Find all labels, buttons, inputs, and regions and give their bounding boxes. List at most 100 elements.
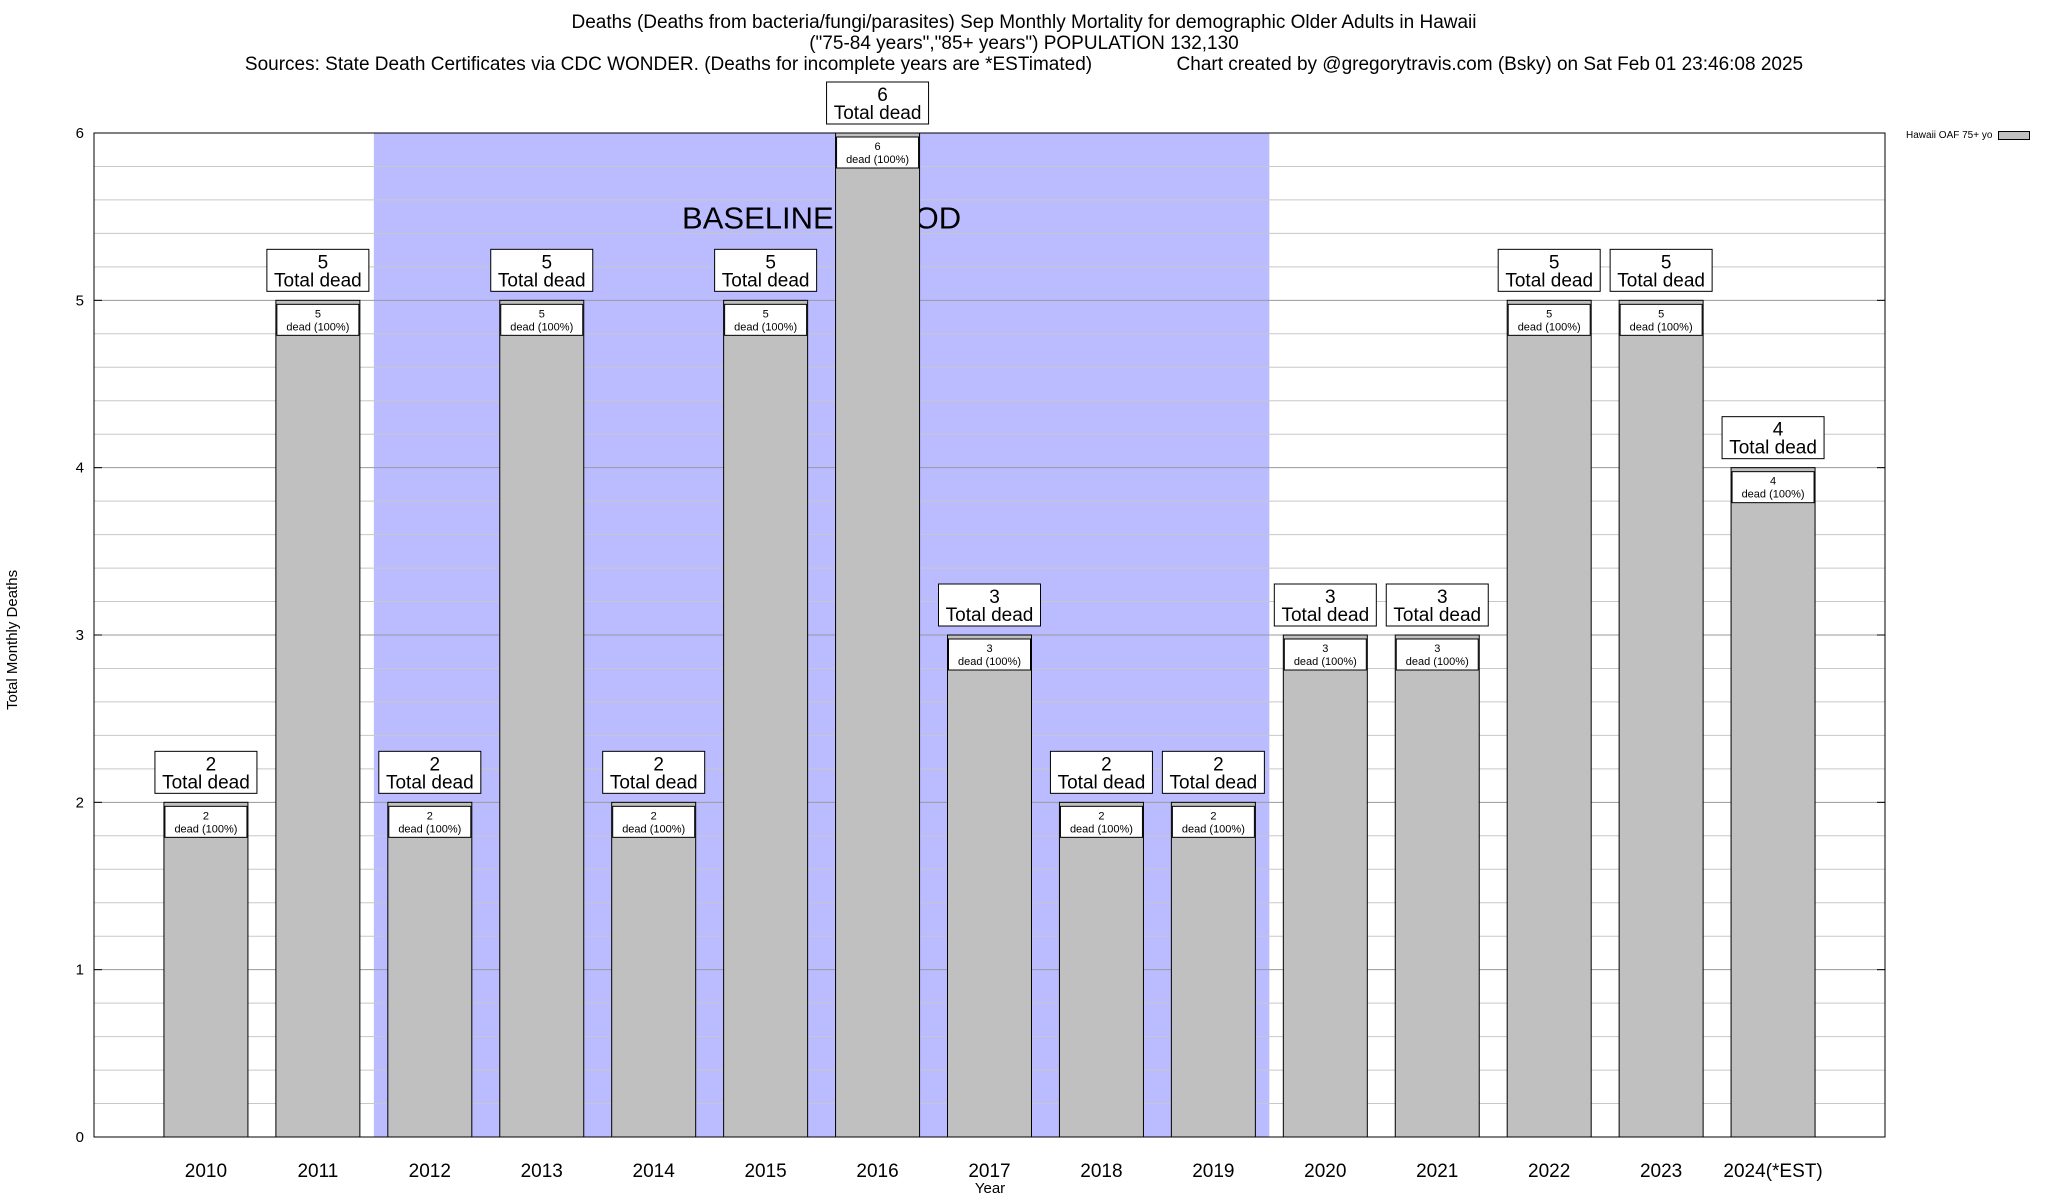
bar-total-value: 2 — [653, 754, 664, 775]
bar-inner-label: dead (100%) — [1406, 656, 1469, 668]
bar-total-label-box — [602, 750, 706, 794]
bar-total-label: Total dead — [498, 270, 586, 291]
bar-total-label-box — [1609, 248, 1713, 292]
x-tick-label: 2013 — [521, 1161, 563, 1182]
bar-total-label: Total dead — [1505, 270, 1593, 291]
bar-total-label-box — [1273, 583, 1377, 627]
bar-inner-value: 3 — [1434, 643, 1440, 655]
bar-inner-label-box — [724, 303, 808, 336]
bar — [1618, 299, 1704, 1138]
bar-total-value: 3 — [1437, 587, 1448, 608]
x-tick-label: 2022 — [1528, 1161, 1570, 1182]
bar-inner-value: 3 — [986, 643, 992, 655]
chart-title: Deaths (Deaths from bacteria/fungi/paras… — [571, 12, 1477, 33]
bar-inner-value: 5 — [315, 308, 321, 320]
x-tick-label: 2016 — [856, 1161, 898, 1182]
bar-total-value: 5 — [1549, 252, 1560, 273]
bar-inner-label: dead (100%) — [398, 823, 461, 835]
bar-inner-label: dead (100%) — [958, 656, 1021, 668]
bar-inner-label-box — [1283, 638, 1367, 671]
bar-total-label-box — [1497, 248, 1601, 292]
x-tick-label: 2024(*EST) — [1723, 1161, 1822, 1182]
bar-total-label: Total dead — [162, 772, 250, 793]
legend: Hawaii OAF 75+ yo — [1906, 130, 2031, 141]
y-tick-label: 4 — [76, 460, 84, 477]
y-tick-label: 5 — [76, 292, 84, 309]
bar-inner-value: 5 — [1658, 308, 1664, 320]
bar — [163, 801, 249, 1138]
bar-total-value: 2 — [430, 754, 441, 775]
bar-total-value: 5 — [1661, 252, 1672, 273]
bar-inner-label: dead (100%) — [1630, 321, 1693, 333]
bar-inner-value: 2 — [203, 810, 209, 822]
bar-inner-label: dead (100%) — [1742, 489, 1805, 501]
bar-inner-label: dead (100%) — [734, 321, 797, 333]
chart-subtitle: ("75-84 years","85+ years") POPULATION 1… — [809, 33, 1239, 54]
bar — [1394, 634, 1480, 1138]
bar-inner-label-box — [948, 638, 1031, 671]
bar-total-value: 2 — [1101, 754, 1112, 775]
bar-total-label: Total dead — [946, 605, 1034, 626]
bar-total-value: 2 — [1213, 754, 1224, 775]
y-tick-label: 3 — [76, 627, 84, 644]
bar-total-label-box — [266, 248, 370, 292]
y-tick-label: 2 — [76, 794, 84, 811]
bar — [1730, 467, 1816, 1138]
bar-total-label-box — [714, 248, 818, 292]
x-tick-label: 2017 — [968, 1161, 1010, 1182]
bar-inner-label: dead (100%) — [510, 321, 573, 333]
chart-source-line: Sources: State Death Certificates via CD… — [244, 54, 1804, 75]
bar-total-label-box — [1721, 416, 1825, 460]
bar-inner-label-box — [1059, 805, 1143, 838]
bar — [1506, 299, 1592, 1138]
y-tick-label: 0 — [76, 1129, 84, 1146]
bar-inner-label-box — [1171, 805, 1255, 838]
bar-inner-label-box — [1619, 303, 1703, 336]
bar — [1282, 634, 1368, 1138]
bar — [275, 299, 361, 1138]
bar-inner-label-box — [388, 805, 472, 838]
bar-inner-label: dead (100%) — [1182, 823, 1245, 835]
bar-total-label: Total dead — [1617, 270, 1705, 291]
bar — [835, 132, 921, 1138]
bar-inner-label: dead (100%) — [174, 823, 237, 835]
bar-inner-label: dead (100%) — [846, 154, 909, 166]
bar-total-label: Total dead — [834, 103, 922, 124]
x-tick-label: 2011 — [297, 1161, 338, 1182]
legend-swatch — [1998, 131, 2031, 140]
bar-total-label-box — [1049, 750, 1153, 794]
bar-inner-value: 5 — [539, 308, 545, 320]
y-tick-label: 6 — [76, 125, 84, 142]
bar-total-value: 2 — [206, 754, 217, 775]
bar-total-label-box — [378, 750, 482, 794]
x-tick-label: 2021 — [1416, 1161, 1458, 1182]
bar-total-label: Total dead — [1393, 605, 1481, 626]
bar-total-value: 3 — [1325, 587, 1336, 608]
bar-total-label-box — [826, 81, 930, 125]
x-tick-label: 2020 — [1304, 1161, 1346, 1182]
bar-total-label-box — [938, 583, 1041, 627]
bar-inner-label-box — [1507, 303, 1591, 336]
x-tick-label: 2010 — [185, 1161, 227, 1182]
x-tick-label: 2014 — [633, 1161, 676, 1182]
bar — [1058, 801, 1144, 1138]
bar-inner-label-box — [1395, 638, 1479, 671]
bar-total-label-box — [154, 750, 258, 794]
legend-label: Hawaii OAF 75+ yo — [1906, 130, 1993, 141]
bar — [499, 299, 585, 1138]
bar-total-label: Total dead — [1058, 772, 1146, 793]
bar-inner-label-box — [164, 805, 248, 838]
bar-inner-label-box — [836, 136, 920, 169]
bar-inner-label: dead (100%) — [1518, 321, 1581, 333]
x-tick-label: 2018 — [1080, 1161, 1122, 1182]
bar-total-label-box — [490, 248, 594, 292]
bar-total-value: 5 — [765, 252, 776, 273]
bar-inner-value: 2 — [651, 810, 657, 822]
bar-total-value: 5 — [541, 252, 552, 273]
x-tick-label: 2015 — [744, 1161, 786, 1182]
bar-inner-label: dead (100%) — [286, 321, 349, 333]
bar-inner-label: dead (100%) — [1294, 656, 1357, 668]
bar-inner-label-box — [612, 805, 696, 838]
bar-inner-value: 6 — [875, 141, 881, 153]
